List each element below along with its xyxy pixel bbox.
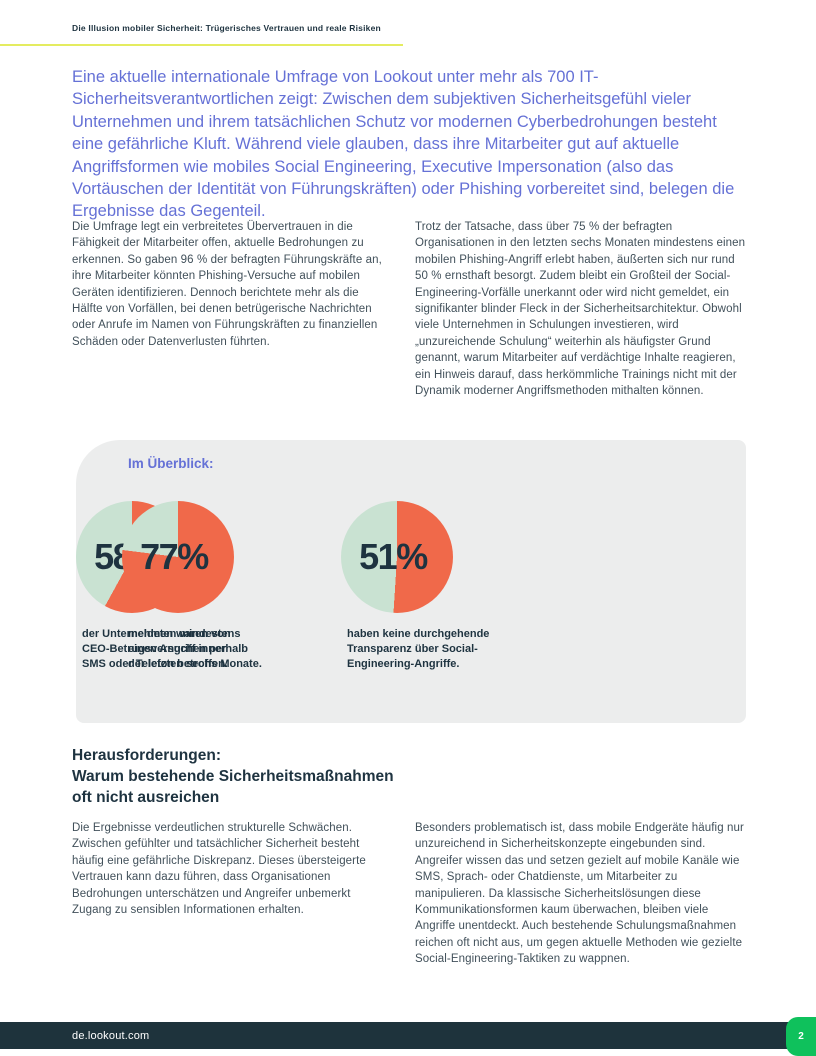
- page-number-tab: 2: [786, 1017, 816, 1056]
- pie-percentage-label: 51%: [359, 536, 428, 577]
- pie-chart-51: 51%: [341, 501, 453, 613]
- footer-url-link[interactable]: de.lookout.com: [72, 1029, 150, 1042]
- challenges-body-columns: Die Ergebnisse verdeutlichen strukturell…: [72, 820, 746, 968]
- stat-caption: meldeten mindestens einen Angriff innerh…: [128, 628, 262, 670]
- page-number: 2: [798, 1031, 804, 1042]
- intro-paragraph: Eine aktuelle internationale Umfrage von…: [72, 68, 735, 221]
- header-rule: [0, 44, 403, 46]
- challenges-column-right: Besonders problematisch ist, dass mobile…: [415, 822, 744, 966]
- body-column-right: Trotz der Tatsache, dass über 75 % der b…: [415, 221, 746, 398]
- overview-panel: Im Überblick: 58% der Unternehmen waren …: [76, 440, 746, 723]
- challenges-column-left: Die Ergebnisse verdeutlichen strukturell…: [72, 822, 366, 917]
- pie-chart-77: 77%: [122, 501, 234, 613]
- survey-body-columns: Die Umfrage legt ein verbreitetes Überve…: [72, 219, 746, 399]
- stat-51-percent: 51% haben keine durchgehende Transparenz…: [341, 501, 536, 672]
- overview-panel-title: Im Überblick:: [128, 456, 214, 471]
- challenges-heading: Herausforderungen: Warum bestehende Sich…: [72, 747, 394, 806]
- body-column-left: Die Umfrage legt ein verbreitetes Überve…: [72, 221, 382, 348]
- stat-77-percent: 77% meldeten mindestens einen Angriff in…: [122, 501, 317, 672]
- stat-caption: der Unternehmen waren von CEO-Betrugsver…: [82, 628, 231, 670]
- running-header: Die Illusion mobiler Sicherheit: Trügeri…: [72, 23, 381, 33]
- footer-bar: de.lookout.com: [0, 1022, 816, 1049]
- stat-caption: haben keine durchgehende Transparenz übe…: [347, 628, 490, 670]
- pie-percentage-label: 77%: [140, 536, 209, 577]
